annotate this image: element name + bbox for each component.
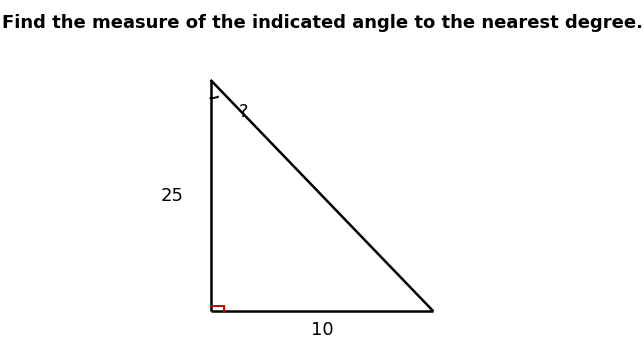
Text: 10: 10 (310, 321, 334, 339)
Text: Find the measure of the indicated angle to the nearest degree.: Find the measure of the indicated angle … (1, 14, 643, 32)
Text: ?: ? (239, 103, 249, 121)
Text: 25: 25 (161, 187, 184, 205)
